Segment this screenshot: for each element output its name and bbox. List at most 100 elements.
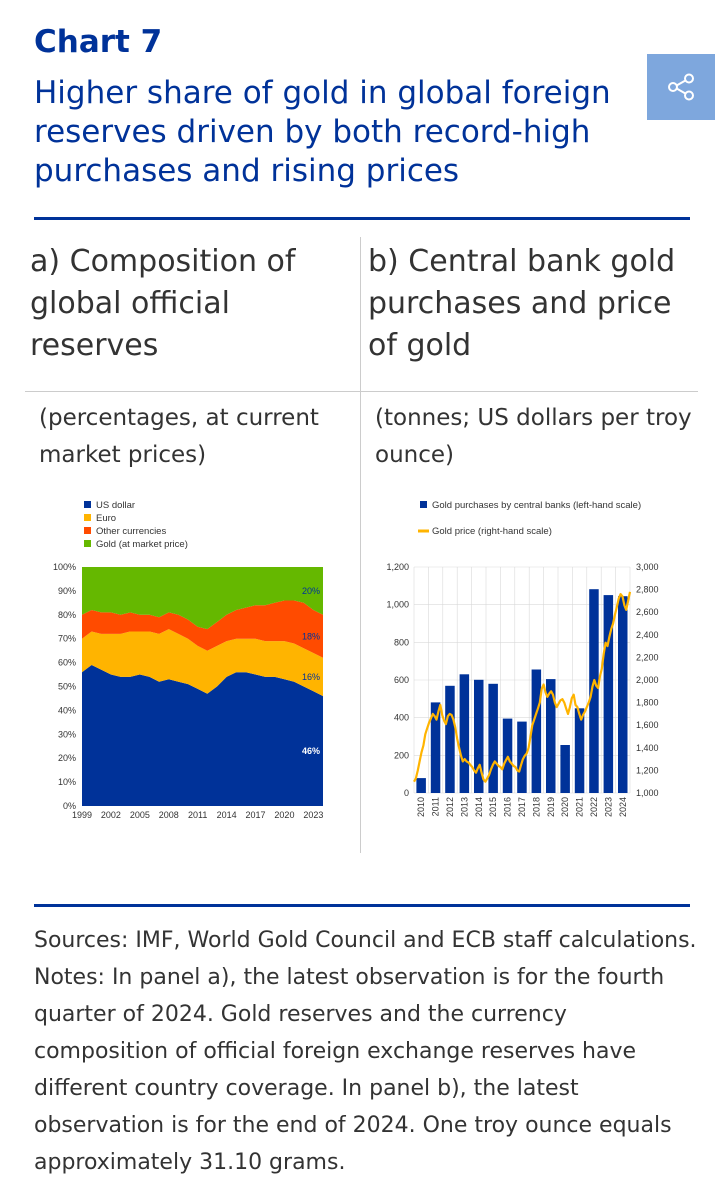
- y-left-tick-label: 1,000: [386, 600, 409, 610]
- y-left-tick-label: 600: [394, 675, 409, 685]
- share-icon: [668, 73, 694, 101]
- y-tick-label: 50%: [58, 682, 76, 692]
- bar-2017: [517, 721, 527, 793]
- x-tick-label: 2002: [101, 810, 121, 820]
- y-right-tick-label: 2,800: [636, 585, 659, 595]
- area-us-dollar: [82, 665, 323, 806]
- panel-horizontal-divider: [25, 391, 698, 392]
- bar-2014: [474, 679, 484, 793]
- gold-price-line: [413, 591, 632, 783]
- bar-2011: [430, 702, 441, 793]
- y-right-tick-label: 3,000: [636, 562, 659, 572]
- y-left-tick-label: 0: [404, 788, 409, 798]
- legend-label-bars: Gold purchases by central banks (left-ha…: [432, 500, 641, 511]
- y-left-tick-label: 400: [394, 713, 409, 723]
- panel-b-title: b) Central bank gold purchases and price…: [368, 244, 676, 363]
- y-right-tick-label: 2,400: [636, 630, 659, 640]
- y-right-tick-label: 1,800: [636, 698, 659, 708]
- x-tick-label: 2017: [246, 810, 266, 820]
- y-tick-label: 90%: [58, 586, 76, 596]
- legend-swatch-3: [84, 540, 91, 547]
- legend-swatch-0: [84, 501, 91, 508]
- top-rule: [34, 217, 690, 220]
- y-tick-label: 10%: [58, 777, 76, 787]
- reserves-composition-chart: US dollar Euro Other currencies Gold (at ma…: [53, 500, 323, 820]
- x-tick-label: 2013: [459, 797, 469, 817]
- y-left-tick-label: 200: [394, 750, 409, 760]
- y-tick-label: 100%: [53, 562, 76, 572]
- x-tick-label: 2023: [303, 810, 323, 820]
- y-tick-label: 70%: [58, 634, 76, 644]
- y-tick-label: 0%: [63, 801, 76, 811]
- end-label-3: 20%: [302, 586, 320, 596]
- x-tick-label: 2021: [575, 797, 585, 817]
- x-tick-label: 2017: [517, 797, 527, 817]
- bar-2010: [416, 778, 426, 793]
- x-tick-label: 2014: [474, 797, 484, 817]
- x-tick-label: 2019: [546, 797, 556, 817]
- panel-a-title: a) Composition of global official reserv…: [30, 244, 296, 363]
- x-tick-label: 1999: [72, 810, 92, 820]
- x-tick-label: 2020: [274, 810, 294, 820]
- panel-vertical-divider: [360, 237, 361, 853]
- x-tick-label: 2015: [488, 797, 498, 817]
- y-left-tick-label: 800: [394, 637, 409, 647]
- chart-title: Higher share of gold in global foreign r…: [34, 75, 611, 189]
- bar-2013: [459, 674, 470, 793]
- y-tick-label: 60%: [58, 658, 76, 668]
- y-right-tick-label: 1,200: [636, 765, 659, 775]
- y-right-tick-label: 2,000: [636, 675, 659, 685]
- area-euro: [82, 629, 323, 697]
- end-label-2: 18%: [302, 631, 320, 641]
- legend-label-3: Gold (at market price): [96, 539, 188, 550]
- y-left-tick-label: 1,200: [386, 562, 409, 572]
- panel-b-units: (tonnes; US dollars per troy ounce): [375, 405, 692, 468]
- notes-text: Notes: In panel a), the latest observati…: [34, 965, 672, 1175]
- legend-label-2: Other currencies: [96, 526, 166, 537]
- end-label-1: 16%: [302, 672, 320, 682]
- x-tick-label: 2008: [159, 810, 179, 820]
- bar-2019: [546, 679, 556, 793]
- bar-2021: [574, 708, 585, 794]
- bar-2015: [488, 683, 498, 793]
- legend-label-line: Gold price (right-hand scale): [432, 526, 552, 537]
- bar-2023: [603, 595, 614, 793]
- x-tick-label: 2023: [603, 797, 613, 817]
- notes-block: Sources: IMF, World Gold Council and ECB…: [34, 922, 704, 1181]
- y-tick-label: 40%: [58, 705, 76, 715]
- x-tick-label: 2014: [217, 810, 237, 820]
- chart-number: Chart 7: [34, 24, 163, 60]
- x-tick-label: 2012: [445, 797, 455, 817]
- share-button[interactable]: [647, 54, 715, 120]
- x-tick-label: 2020: [560, 797, 570, 817]
- legend-label-0: US dollar: [96, 500, 135, 511]
- x-tick-label: 2010: [416, 797, 426, 817]
- y-right-tick-label: 2,200: [636, 652, 659, 662]
- y-right-tick-label: 1,000: [636, 788, 659, 798]
- legend-label-1: Euro: [96, 513, 116, 524]
- area-gold-at-market-price-: [82, 567, 323, 630]
- bottom-rule: [34, 904, 690, 907]
- y-tick-label: 30%: [58, 729, 76, 739]
- x-tick-label: 2024: [618, 797, 628, 817]
- legend-swatch-1: [84, 514, 91, 521]
- bar-2020: [560, 745, 570, 793]
- bar-2024: [618, 596, 628, 793]
- x-tick-label: 2005: [130, 810, 150, 820]
- y-right-tick-label: 2,600: [636, 607, 659, 617]
- area-other-currencies: [82, 600, 323, 658]
- y-right-tick-label: 1,400: [636, 743, 659, 753]
- x-tick-label: 2022: [589, 797, 599, 817]
- legend-swatch-bars: [420, 501, 427, 508]
- bar-2022: [589, 589, 599, 793]
- sources-text: Sources: IMF, World Gold Council and ECB…: [34, 928, 697, 953]
- end-label-0: 46%: [302, 746, 320, 756]
- bar-2012: [445, 685, 455, 793]
- y-tick-label: 80%: [58, 610, 76, 620]
- bar-2018: [531, 669, 542, 793]
- legend-b: Gold purchases by central banks (left-ha…: [418, 500, 641, 537]
- legend-a: US dollar Euro Other currencies Gold (at ma…: [84, 500, 188, 550]
- panel-a-units: (percentages, at current market prices): [39, 405, 319, 468]
- x-tick-label: 2016: [503, 797, 513, 817]
- y-tick-label: 20%: [58, 753, 76, 763]
